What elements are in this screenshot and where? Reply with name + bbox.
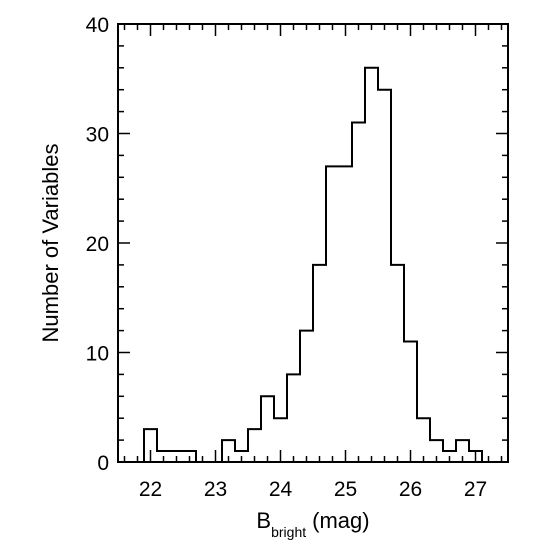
x-tick-label: 25	[334, 478, 357, 501]
y-tick-label: 20	[86, 233, 109, 256]
histogram-outline	[143, 66, 483, 463]
x-tick-label: 26	[399, 478, 422, 501]
y-tick-label: 40	[86, 14, 109, 37]
x-axis-label: Bbright (mag)	[256, 508, 369, 540]
x-axis-ticks	[123, 24, 503, 462]
x-tick-label: 24	[269, 478, 293, 501]
x-tick-label: 23	[204, 478, 227, 501]
y-tick-labels: 0 10 20 30 40	[86, 14, 109, 475]
x-tick-labels: 22 23 24 25 26 27	[139, 478, 487, 501]
x-axis-label-main: B	[256, 508, 271, 533]
y-tick-label: 30	[86, 124, 109, 147]
x-axis-label-subscript: bright	[271, 524, 306, 540]
y-tick-label: 10	[86, 343, 109, 366]
y-tick-label: 0	[97, 452, 109, 475]
x-tick-label: 27	[464, 478, 487, 501]
y-axis-ticks	[118, 23, 508, 463]
x-tick-label: 22	[139, 478, 162, 501]
x-axis-label-unit: (mag)	[312, 508, 369, 533]
y-axis-label: Number of Variables	[38, 144, 63, 343]
plot-frame	[117, 23, 509, 463]
